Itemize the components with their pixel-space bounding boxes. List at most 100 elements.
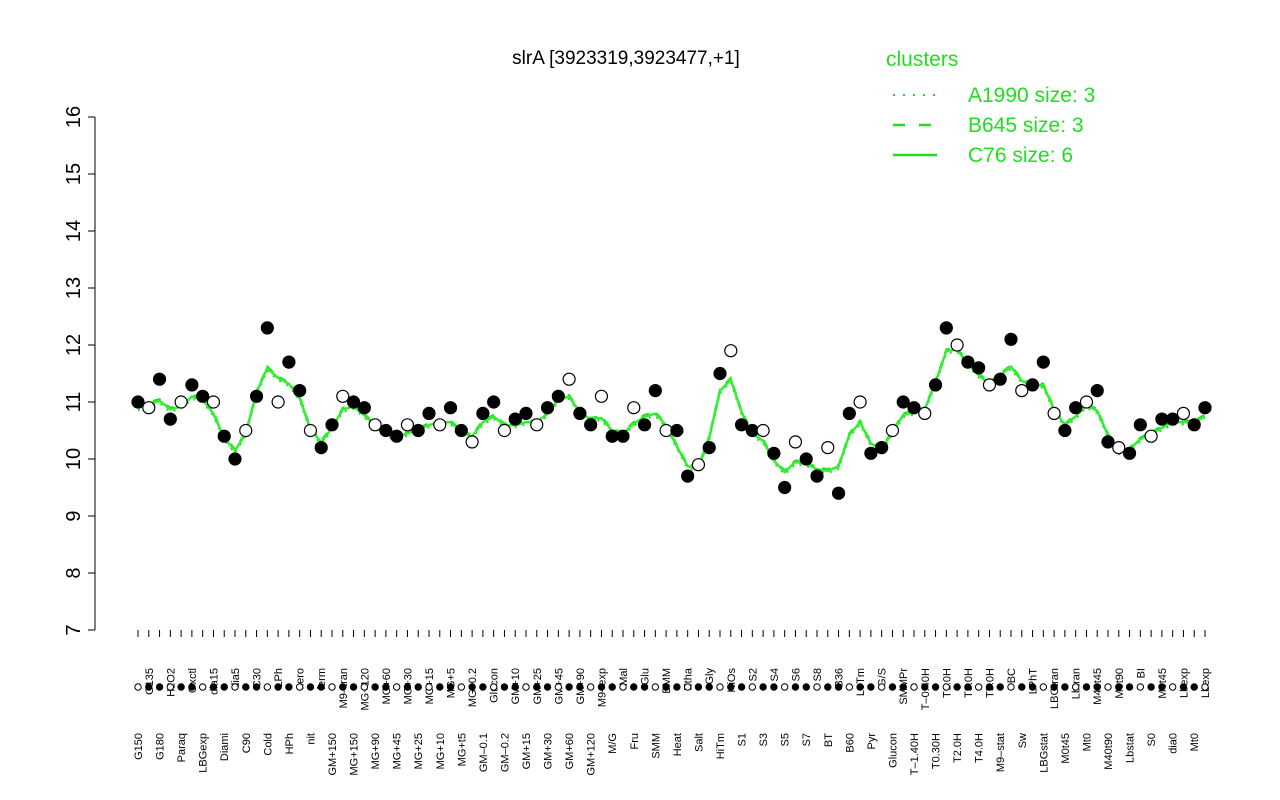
legend-title: clusters [886,48,958,71]
data-point [767,446,781,460]
rug-mark [166,683,175,691]
data-point [217,429,231,443]
legend-item-a1990: A1990 size: 3 [968,84,1095,107]
rug-mark [274,683,282,691]
data-point [411,423,425,438]
data-point [540,401,555,415]
rug-mark [1179,683,1188,691]
rug-mark [177,683,185,691]
rug-mark [446,683,455,691]
rug-mark [1201,683,1209,691]
rug-mark [1190,683,1198,691]
rug-mark [500,683,509,691]
rug-mark [554,683,563,691]
data-point [260,321,274,335]
data-point [1166,412,1180,426]
data-point [842,406,856,420]
rug-mark [802,683,810,691]
data-point [422,406,436,420]
data-point [1133,418,1147,432]
y-tick-label: 7 [63,624,85,635]
rug-mark [1028,683,1037,691]
rug-mark [533,683,541,691]
data-point [982,378,997,392]
x-tick-label: Cold [262,733,274,756]
x-tick-label: M0t45 [1060,733,1072,764]
rug-mark [1115,683,1123,691]
data-point [1079,395,1094,409]
data-point [562,372,576,386]
x-tick-label: MG+t5 [456,733,468,766]
rug-mark [770,683,778,691]
data-point [185,378,199,392]
x-tick-label: Sw [1017,733,1029,748]
x-tick-label: GM+150 [327,733,339,776]
data-point [1090,384,1104,398]
rug-mark [155,683,164,691]
rug-mark [694,683,703,691]
rug-mark [231,683,239,691]
rug-mark [295,683,304,691]
rug-mark [662,683,670,691]
rug-mark [888,683,897,691]
data-point [465,435,479,449]
rug-mark [813,683,821,691]
x-tick-label: G180 [155,733,167,760]
x-tick-label: Fru [629,733,641,750]
data-point [1187,418,1201,432]
rug-mark [759,683,767,691]
x-tick-label: LBGstat [1038,733,1050,773]
rug-mark [1147,683,1155,691]
rug-mark [834,683,843,691]
data-point [293,384,307,398]
x-tick-label: S3 [758,733,770,746]
data-point [239,423,253,438]
data-point [1047,406,1061,420]
data-point [400,418,415,432]
data-point [508,412,522,426]
rug-mark [727,683,735,691]
x-tick-label: T5.0H [984,668,996,698]
data-point [853,395,867,409]
x-tick-label: S1 [737,733,749,746]
rug-mark [263,683,272,691]
rug-mark [522,683,530,691]
x-tick-label: G/S [877,668,889,687]
data-point [961,355,975,369]
y-tick-label: 12 [63,334,85,356]
data-point [670,423,684,438]
rug-mark [360,683,369,691]
y-tick-label: 14 [63,220,85,242]
x-tick-label: Salt [693,733,705,752]
rug-mark [856,683,864,691]
x-tick-label: T2.0H [952,733,964,763]
x-tick-label: S2 [747,668,759,681]
x-tick-label: HPh [284,733,296,754]
rug-mark [673,683,681,691]
data-point [228,452,242,466]
data-point [1198,401,1212,415]
x-tick-label: M0t90 [1114,668,1126,699]
rug-mark [867,683,875,691]
data-point [152,372,167,386]
x-tick-label: dia5 [230,668,242,689]
rug-mark [576,683,584,691]
x-tick-label: C30 [252,668,264,688]
data-point [627,401,641,415]
data-point [1176,406,1191,420]
data-point [573,406,587,420]
rug-mark [145,683,153,691]
x-tick-label: T3.0H [963,668,975,698]
x-tick-label: GM+120 [586,733,598,776]
rug-mark [716,683,724,691]
x-tick-label: M0t45 [1157,668,1169,699]
data-point [1122,446,1137,460]
x-tick-label: T4.0H [974,733,986,763]
data-point [249,389,264,403]
x-tick-label: MG+150 [349,733,361,776]
x-axis-rug [134,683,1209,691]
y-tick-label: 9 [63,510,85,521]
rug-mark [985,683,994,691]
data-point [756,423,770,438]
